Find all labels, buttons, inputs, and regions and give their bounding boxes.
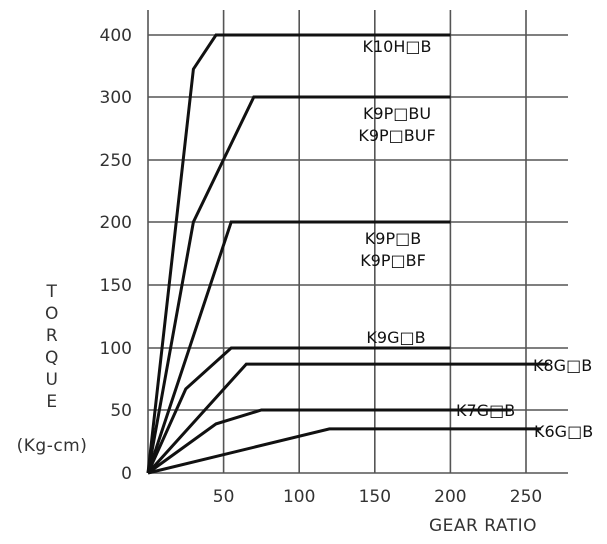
series-line	[146, 220, 451, 474]
series-line	[146, 95, 451, 474]
y-axis-title-letter: E	[46, 392, 57, 412]
series-line	[146, 33, 451, 474]
y-tick-label: 150	[100, 276, 132, 296]
y-tick-label: 400	[100, 26, 132, 46]
series-label: K8G□B	[533, 356, 592, 375]
y-tick-label: 250	[100, 151, 132, 171]
series-line	[147, 427, 542, 475]
y-axis-title-letter: R	[46, 326, 58, 346]
series-line	[146, 362, 549, 475]
series-labels: K10H□B K9P□BU K9P□BUF K9P□B K9P□BF K9G□B K8G□B…	[358, 37, 593, 441]
series-label: K6G□B	[534, 422, 593, 441]
series-label: K10H□B	[363, 37, 432, 56]
series-label: K9P□BUF	[358, 126, 435, 145]
series-lines	[146, 33, 549, 475]
x-axis-title: GEAR RATIO	[429, 516, 537, 536]
tick-labels: 0 50 100 150 200 250 300 400 50 100 150 200 250	[100, 26, 543, 507]
x-tick-label: 200	[434, 487, 466, 507]
y-tick-label: 50	[110, 401, 132, 421]
x-tick-label: 150	[359, 487, 391, 507]
series-label: K9P□BF	[360, 251, 426, 270]
y-axis-title-letter: O	[45, 304, 59, 324]
y-tick-label: 100	[100, 339, 132, 359]
y-tick-label: 300	[100, 88, 132, 108]
series-label: K9P□BU	[363, 104, 431, 123]
x-tick-label: 100	[283, 487, 315, 507]
series-line	[146, 346, 451, 474]
y-axis-title-letter: U	[46, 370, 59, 390]
series-label: K7G□B	[456, 401, 515, 420]
y-axis-title-letter: T	[46, 282, 58, 302]
y-axis-unit: (Kg-cm)	[17, 436, 88, 456]
x-tick-label: 50	[213, 487, 235, 507]
x-tick-label: 250	[510, 487, 542, 507]
y-tick-label: 200	[100, 213, 132, 233]
y-axis-title-letter: Q	[45, 348, 59, 368]
series-line	[147, 408, 511, 475]
series-label: K9P□B	[365, 229, 421, 248]
y-tick-label: 0	[121, 464, 132, 484]
series-label: K9G□B	[366, 328, 425, 347]
